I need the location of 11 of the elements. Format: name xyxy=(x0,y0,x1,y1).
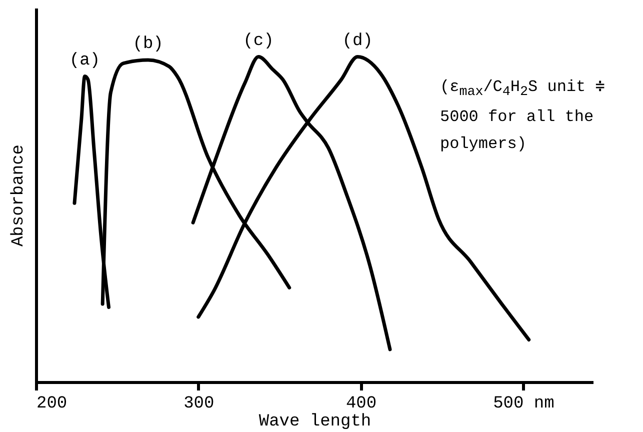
series-label: (a) xyxy=(69,51,100,70)
x-tick-label: 500 nm xyxy=(493,394,554,414)
x-tick-label: 300 xyxy=(184,394,214,414)
series-label: (d) xyxy=(342,32,373,51)
series-label: (b) xyxy=(132,35,164,54)
x-axis-title: Wave length xyxy=(258,412,372,432)
x-tick-label: 200 xyxy=(36,394,68,414)
series-label: (c) xyxy=(243,32,274,51)
y-axis-title: Absorbance xyxy=(10,144,28,247)
x-tick-label: 400 xyxy=(346,394,377,414)
text: (ε$_{max}$/C$_{4}$H$_{2}$S unit ≑ 5000 for all the polymers) xyxy=(440,78,605,153)
